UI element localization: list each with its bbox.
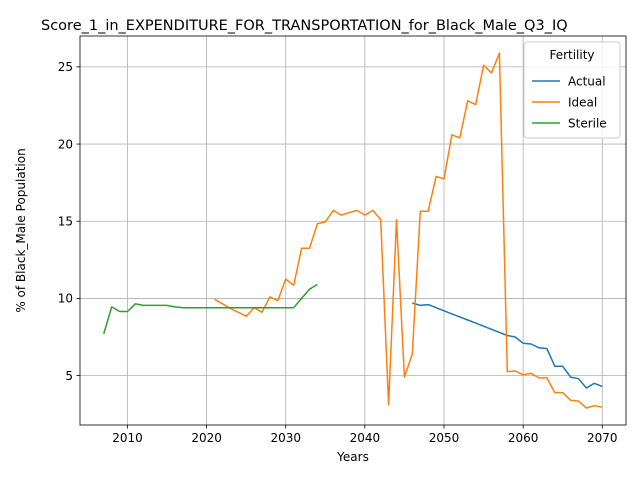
legend-label-ideal: Ideal — [568, 95, 597, 109]
x-tick-label: 2020 — [191, 431, 222, 445]
x-tick-label: 2010 — [112, 431, 143, 445]
legend-label-actual: Actual — [568, 74, 606, 88]
series-line-ideal — [214, 52, 603, 409]
legend-box — [523, 41, 621, 139]
chart-title: Score_1_in_EXPENDITURE_FOR_TRANSPORTATIO… — [41, 18, 568, 34]
y-tick-label: 5 — [65, 369, 73, 383]
series-line-actual — [412, 302, 603, 389]
y-axis-label: % of Black_Male Population — [14, 148, 28, 312]
legend-label-sterile: Sterile — [568, 116, 607, 130]
x-axis-label: Years — [336, 450, 369, 464]
x-tick-label: 2070 — [587, 431, 618, 445]
series-layer — [102, 52, 603, 409]
y-tick-label: 15 — [58, 215, 73, 229]
y-tick-label: 20 — [58, 137, 73, 151]
y-axis-ticks: 5 10 15 20 25 — [58, 60, 80, 383]
x-tick-label: 2060 — [508, 431, 539, 445]
x-axis-ticks: 2010 2020 2030 2040 2050 2060 2070 — [112, 425, 618, 445]
grid — [80, 36, 626, 425]
legend: Fertility Actual Ideal Sterile — [523, 41, 621, 139]
y-tick-label: 10 — [58, 292, 73, 306]
x-tick-label: 2040 — [350, 431, 381, 445]
series-line-sterile — [102, 283, 318, 335]
plot-frame — [79, 35, 627, 426]
x-tick-label: 2030 — [270, 431, 301, 445]
x-tick-label: 2050 — [429, 431, 460, 445]
y-tick-label: 25 — [58, 60, 73, 74]
legend-title: Fertility — [549, 48, 594, 62]
